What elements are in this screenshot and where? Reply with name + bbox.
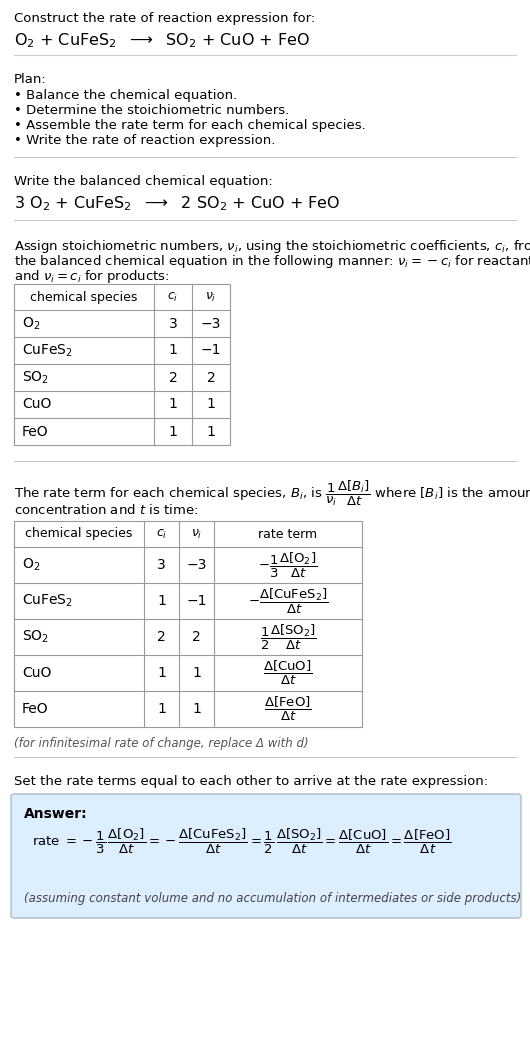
Text: $\mathregular{O_2}$: $\mathregular{O_2}$ (22, 556, 40, 573)
Text: Plan:: Plan: (14, 73, 47, 86)
Text: 1: 1 (169, 397, 178, 412)
Text: The rate term for each chemical species, $B_i$, is $\dfrac{1}{\nu_i}\dfrac{\Delt: The rate term for each chemical species,… (14, 479, 530, 508)
Text: $\mathregular{SO_2}$: $\mathregular{SO_2}$ (22, 628, 49, 645)
Text: $c_i$: $c_i$ (167, 291, 179, 303)
Text: rate $= -\dfrac{1}{3}\,\dfrac{\Delta[\mathrm{O_2}]}{\Delta t}= -\dfrac{\Delta[\m: rate $= -\dfrac{1}{3}\,\dfrac{\Delta[\ma… (32, 826, 452, 855)
Text: −1: −1 (201, 344, 221, 357)
Text: rate term: rate term (259, 527, 317, 541)
Text: Construct the rate of reaction expression for:: Construct the rate of reaction expressio… (14, 13, 315, 25)
Text: 3: 3 (169, 317, 178, 330)
Text: $\nu_i$: $\nu_i$ (191, 527, 202, 541)
Text: Answer:: Answer: (24, 807, 87, 821)
Text: the balanced chemical equation in the following manner: $\nu_i = -c_i$ for react: the balanced chemical equation in the fo… (14, 253, 530, 270)
Text: $\dfrac{\Delta[\mathrm{CuO}]}{\Delta t}$: $\dfrac{\Delta[\mathrm{CuO}]}{\Delta t}$ (263, 659, 313, 687)
Text: and $\nu_i = c_i$ for products:: and $\nu_i = c_i$ for products: (14, 268, 170, 286)
Text: $\mathregular{O_2}$: $\mathregular{O_2}$ (22, 316, 40, 331)
Text: (assuming constant volume and no accumulation of intermediates or side products): (assuming constant volume and no accumul… (24, 892, 521, 905)
Bar (14, 521, 362, 727)
Text: chemical species: chemical species (25, 527, 132, 541)
Text: • Balance the chemical equation.: • Balance the chemical equation. (14, 89, 237, 102)
Text: −3: −3 (187, 559, 207, 572)
Text: 2: 2 (169, 371, 178, 384)
Text: (for infinitesimal rate of change, replace Δ with d): (for infinitesimal rate of change, repla… (14, 737, 308, 750)
Text: chemical species: chemical species (30, 291, 138, 303)
Text: • Assemble the rate term for each chemical species.: • Assemble the rate term for each chemic… (14, 119, 366, 132)
Text: FeO: FeO (22, 702, 49, 716)
Text: $\mathregular{CuFeS_2}$: $\mathregular{CuFeS_2}$ (22, 593, 73, 610)
Text: CuO: CuO (22, 397, 51, 412)
Text: 1: 1 (207, 424, 215, 439)
Text: concentration and $t$ is time:: concentration and $t$ is time: (14, 503, 198, 517)
Text: −1: −1 (186, 594, 207, 607)
Text: $\dfrac{1}{2}\dfrac{\Delta[\mathrm{SO_2}]}{\Delta t}$: $\dfrac{1}{2}\dfrac{\Delta[\mathrm{SO_2}… (260, 622, 316, 651)
Text: 1: 1 (157, 594, 166, 607)
Text: $-\dfrac{1}{3}\dfrac{\Delta[\mathrm{O_2}]}{\Delta t}$: $-\dfrac{1}{3}\dfrac{\Delta[\mathrm{O_2}… (258, 550, 317, 579)
Text: Assign stoichiometric numbers, $\nu_i$, using the stoichiometric coefficients, $: Assign stoichiometric numbers, $\nu_i$, … (14, 238, 530, 255)
Text: 3 $\mathregular{O_2}$ + $\mathregular{CuFeS_2}$  $\longrightarrow$  2 $\mathregu: 3 $\mathregular{O_2}$ + $\mathregular{Cu… (14, 194, 340, 213)
Text: 1: 1 (169, 424, 178, 439)
Text: Set the rate terms equal to each other to arrive at the rate expression:: Set the rate terms equal to each other t… (14, 775, 488, 788)
Text: $\mathregular{SO_2}$: $\mathregular{SO_2}$ (22, 369, 49, 386)
Text: FeO: FeO (22, 424, 49, 439)
Text: 1: 1 (207, 397, 215, 412)
Text: 1: 1 (157, 666, 166, 680)
Text: Write the balanced chemical equation:: Write the balanced chemical equation: (14, 175, 273, 188)
Text: • Write the rate of reaction expression.: • Write the rate of reaction expression. (14, 134, 276, 147)
FancyBboxPatch shape (11, 794, 521, 918)
Text: $-\dfrac{\Delta[\mathrm{CuFeS_2}]}{\Delta t}$: $-\dfrac{\Delta[\mathrm{CuFeS_2}]}{\Delt… (248, 587, 329, 616)
Text: CuO: CuO (22, 666, 51, 680)
Text: 1: 1 (169, 344, 178, 357)
Text: 3: 3 (157, 559, 166, 572)
Text: $\dfrac{\Delta[\mathrm{FeO}]}{\Delta t}$: $\dfrac{\Delta[\mathrm{FeO}]}{\Delta t}$ (264, 695, 312, 723)
Text: $c_i$: $c_i$ (156, 527, 167, 541)
Text: 1: 1 (192, 702, 201, 716)
Text: • Determine the stoichiometric numbers.: • Determine the stoichiometric numbers. (14, 104, 289, 117)
Text: −3: −3 (201, 317, 221, 330)
Text: 2: 2 (192, 630, 201, 644)
Bar (14, 284, 230, 445)
Text: 1: 1 (157, 702, 166, 716)
Text: 2: 2 (207, 371, 215, 384)
Text: 1: 1 (192, 666, 201, 680)
Text: 2: 2 (157, 630, 166, 644)
Text: $\nu_i$: $\nu_i$ (205, 291, 217, 303)
Text: $\mathregular{CuFeS_2}$: $\mathregular{CuFeS_2}$ (22, 343, 73, 358)
Text: $\mathregular{O_2}$ + $\mathregular{CuFeS_2}$  $\longrightarrow$  $\mathregular{: $\mathregular{O_2}$ + $\mathregular{CuFe… (14, 31, 310, 50)
